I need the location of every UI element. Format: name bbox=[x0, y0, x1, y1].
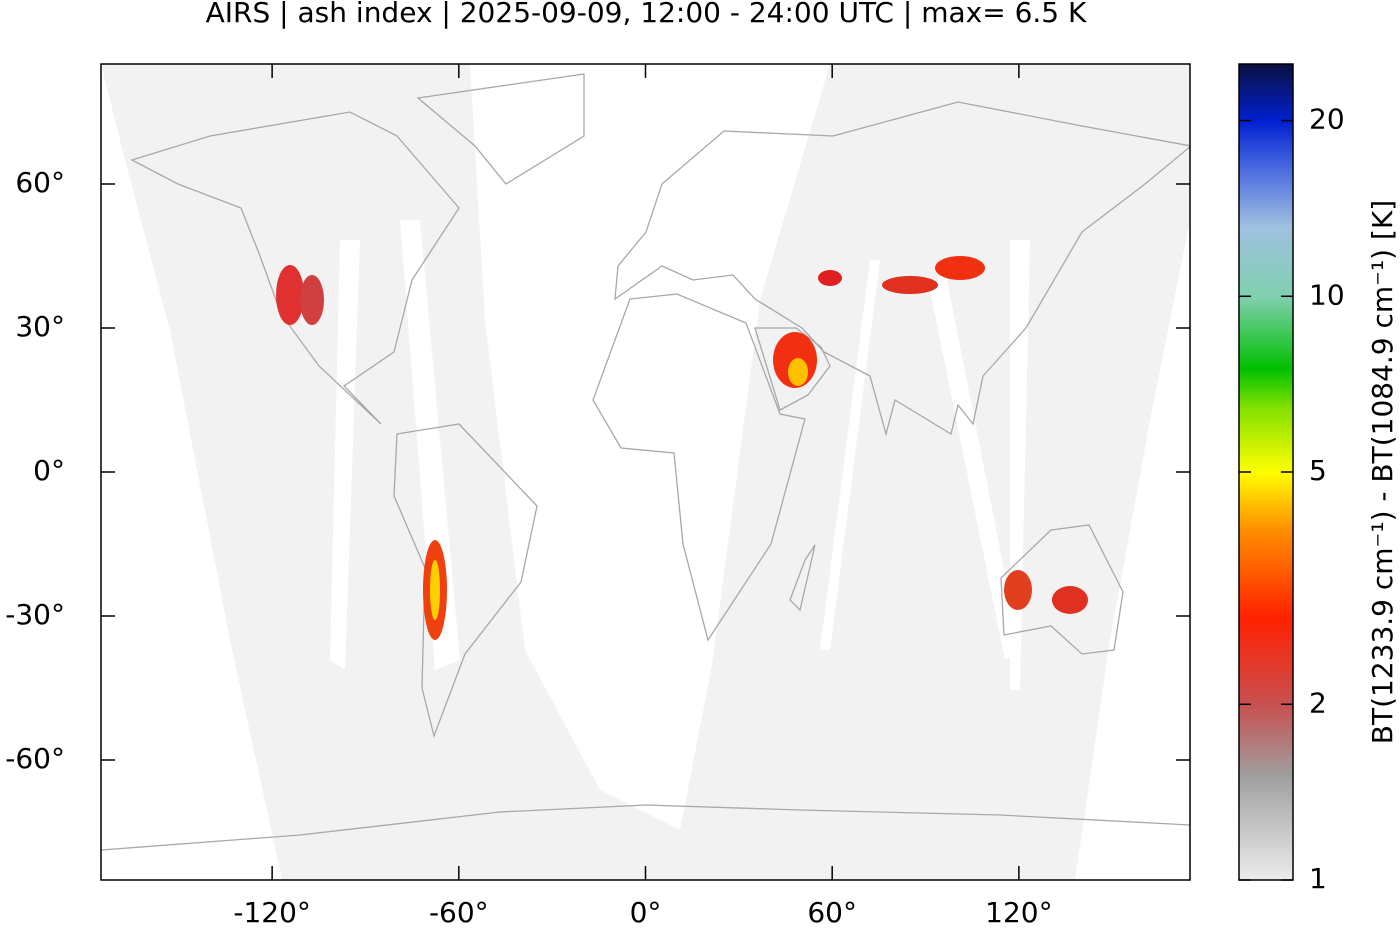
colorbar-tick-label: 10 bbox=[1309, 278, 1345, 311]
coastlines bbox=[101, 73, 1190, 851]
y-tick-label: 0° bbox=[33, 454, 65, 487]
colorbar-label: BT(1233.9 cm⁻¹) - BT(1084.9 cm⁻¹) [K] bbox=[1366, 200, 1399, 744]
colorbar-tick-label: 5 bbox=[1309, 454, 1327, 487]
y-tick-label: -60° bbox=[5, 742, 65, 775]
chart-title: AIRS | ash index | 2025-09-09, 12:00 - 2… bbox=[206, 0, 1087, 29]
colorbar-tick-label: 20 bbox=[1309, 103, 1345, 136]
hotspot bbox=[882, 276, 938, 294]
hotspot bbox=[818, 270, 842, 286]
map-area bbox=[101, 64, 1190, 880]
hotspot bbox=[430, 560, 440, 620]
swath-gaps bbox=[101, 64, 1190, 880]
hotspot bbox=[788, 358, 808, 386]
hotspot bbox=[1052, 586, 1088, 614]
colorbar-tick-label: 2 bbox=[1309, 686, 1327, 719]
colorbar-tick-label: 1 bbox=[1309, 862, 1327, 895]
hotspot bbox=[276, 265, 304, 325]
y-tick-label: 60° bbox=[15, 166, 65, 199]
ash-hotspots bbox=[276, 256, 1088, 640]
x-tick-label: 0° bbox=[630, 896, 662, 929]
x-tick-label: 60° bbox=[807, 896, 857, 929]
x-tick-label: -120° bbox=[233, 896, 311, 929]
y-tick-label: 30° bbox=[15, 310, 65, 343]
hotspot bbox=[935, 256, 985, 280]
hotspot bbox=[1004, 570, 1032, 610]
x-tick-label: -60° bbox=[429, 896, 489, 929]
x-tick-label: 120° bbox=[985, 896, 1052, 929]
hotspot bbox=[300, 275, 324, 325]
y-tick-label: -30° bbox=[5, 598, 65, 631]
